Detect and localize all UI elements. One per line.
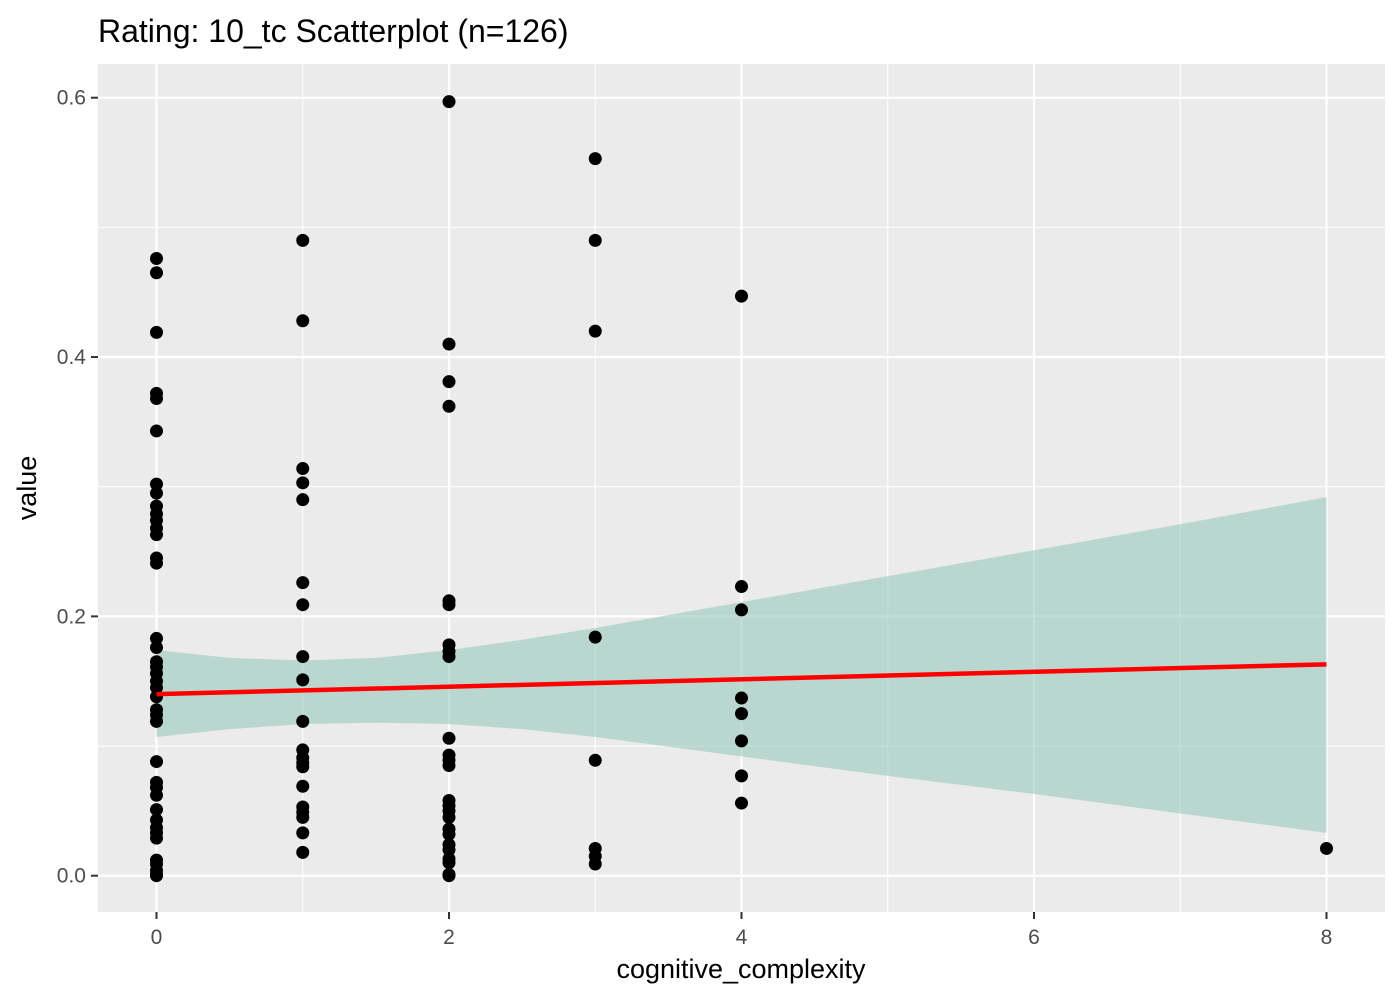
data-point (1320, 841, 1333, 855)
data-point (735, 769, 748, 783)
chart-title: Rating: 10_tc Scatterplot (n=126) (98, 13, 569, 49)
data-point (150, 831, 163, 845)
x-tick-label: 4 (736, 926, 748, 949)
data-point (296, 673, 310, 687)
data-point (296, 233, 310, 247)
data-point (442, 869, 456, 883)
y-tick-label: 0.6 (57, 87, 86, 110)
data-point (296, 598, 310, 612)
data-point (588, 753, 602, 767)
data-point (442, 650, 456, 664)
data-point (296, 493, 310, 507)
data-point (296, 845, 310, 859)
y-axis-title: value (12, 456, 42, 521)
x-tick-label: 2 (443, 926, 455, 949)
data-point (150, 556, 163, 570)
data-point (735, 691, 748, 705)
data-point (150, 266, 163, 280)
y-tick-label: 0.0 (57, 865, 86, 888)
x-tick-label: 6 (1028, 926, 1040, 949)
data-point (296, 650, 310, 664)
data-point (296, 576, 310, 590)
x-axis-ticks: 0 2 4 6 8 (151, 912, 1333, 949)
data-points (150, 95, 1333, 883)
data-point (442, 375, 456, 389)
data-point (150, 528, 163, 542)
x-tick-label: 0 (151, 926, 163, 949)
data-point (735, 796, 748, 810)
data-point (588, 630, 602, 644)
data-point (150, 788, 163, 802)
data-point (442, 598, 456, 612)
data-point (150, 424, 163, 438)
data-point (296, 779, 310, 793)
data-point (296, 476, 310, 490)
data-point (150, 631, 163, 645)
data-point (735, 734, 748, 748)
data-point (442, 827, 456, 841)
data-point (735, 707, 748, 721)
y-tick-label: 0.2 (57, 605, 86, 628)
data-point (442, 758, 456, 772)
data-point (442, 731, 456, 745)
data-point (150, 486, 163, 500)
data-point (296, 760, 310, 774)
data-point (150, 755, 163, 769)
data-point (150, 325, 163, 339)
data-point (296, 714, 310, 728)
data-point (442, 399, 456, 413)
x-tick-label: 8 (1321, 926, 1333, 949)
data-point (150, 392, 163, 406)
data-point (150, 714, 163, 728)
data-point (442, 337, 456, 351)
data-point (150, 251, 163, 265)
data-point (150, 869, 163, 883)
y-tick-label: 0.4 (57, 346, 87, 369)
data-point (735, 580, 748, 594)
confidence-band (156, 497, 1327, 833)
y-axis-ticks: 0.0 0.2 0.4 0.6 (57, 87, 98, 888)
data-point (296, 826, 310, 840)
regression-line (156, 662, 1327, 697)
data-point (588, 152, 602, 166)
data-point (588, 233, 602, 247)
data-point (150, 681, 163, 695)
data-point (735, 289, 748, 303)
data-point (735, 603, 748, 617)
data-point (442, 810, 456, 824)
data-point (150, 640, 163, 654)
data-point (442, 843, 456, 857)
data-point (442, 95, 456, 109)
data-point (588, 324, 602, 338)
x-axis-title: cognitive_complexity (616, 954, 866, 984)
data-point (296, 314, 310, 328)
data-point (296, 462, 310, 476)
data-point (296, 810, 310, 824)
data-point (150, 803, 163, 817)
data-point (442, 856, 456, 870)
data-point (150, 477, 163, 491)
data-point (588, 857, 602, 871)
